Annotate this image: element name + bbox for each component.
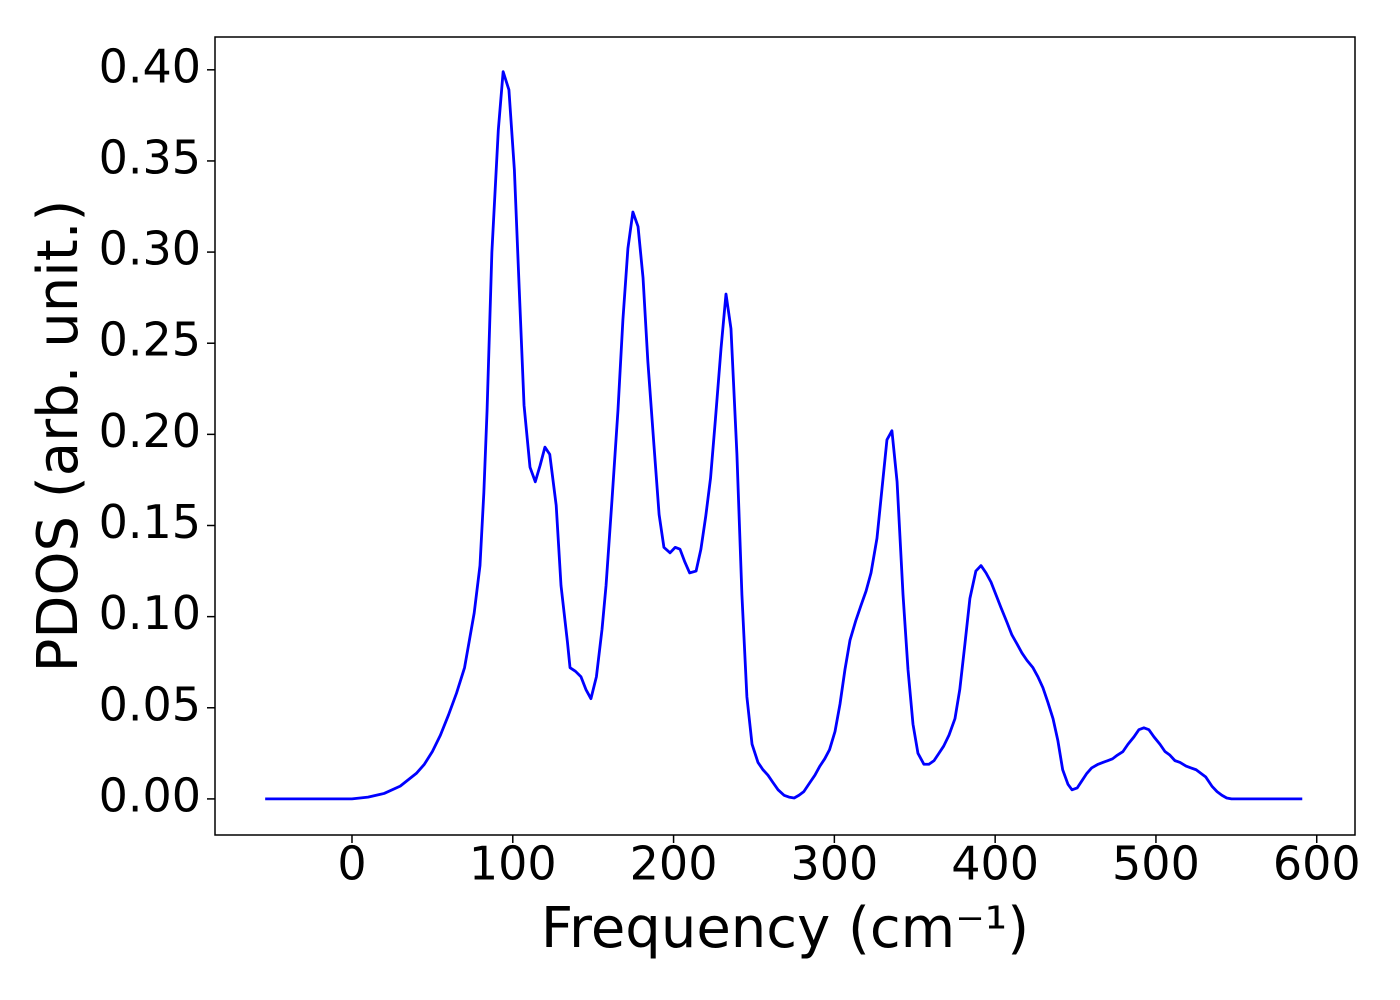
x-tick-label: 600 — [1273, 837, 1361, 891]
y-tick-label: 0.40 — [99, 39, 201, 93]
x-tick-label: 300 — [790, 837, 878, 891]
y-tick-label: 0.05 — [99, 677, 201, 731]
y-axis-label: PDOS (arb. unit.) — [26, 200, 91, 673]
y-tick-label: 0.30 — [99, 222, 201, 276]
pdos-line — [265, 70, 1303, 801]
x-tick-label: 0 — [337, 837, 366, 891]
y-tick-label: 0.25 — [99, 313, 201, 367]
y-tick-label: 0.35 — [99, 130, 201, 184]
x-tick-label: 100 — [469, 837, 557, 891]
y-tick-label: 0.20 — [99, 404, 201, 458]
x-axis-label: Frequency (cm⁻¹) — [541, 896, 1029, 961]
y-tick-label: 0.00 — [99, 768, 201, 822]
x-tick-label: 200 — [630, 837, 718, 891]
y-tick-label: 0.15 — [99, 495, 201, 549]
plot-frame — [214, 36, 1356, 836]
y-tick-label: 0.10 — [99, 586, 201, 640]
x-tick-label: 500 — [1112, 837, 1200, 891]
x-tick-label: 400 — [951, 837, 1039, 891]
